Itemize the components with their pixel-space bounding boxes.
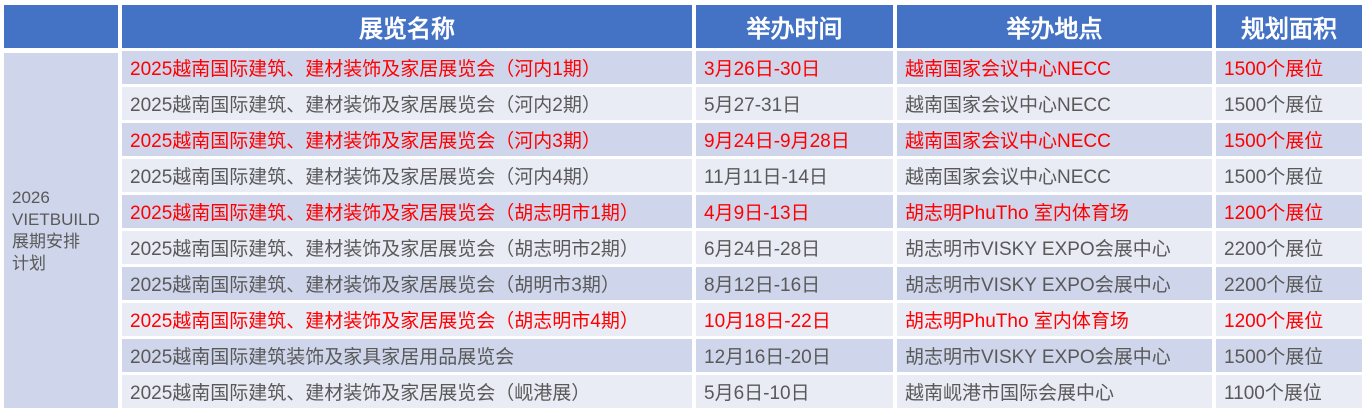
- area-cell: 1200个展位: [1216, 303, 1362, 336]
- exhibition-name-cell: 2025越南国际建筑、建材装饰及家居展览会（河内3期）: [122, 123, 692, 156]
- area-cell: 1100个展位: [1216, 375, 1362, 408]
- exhibition-name-cell: 2025越南国际建筑、建材装饰及家居展览会（河内2期）: [122, 87, 692, 120]
- header-venue: 举办地点: [897, 5, 1212, 48]
- exhibition-name-cell: 2025越南国际建筑、建材装饰及家居展览会（岘港展）: [122, 375, 692, 408]
- area-cell: 1500个展位: [1216, 87, 1362, 120]
- header-area: 规划面积: [1216, 5, 1362, 48]
- venue-cell: 胡志明市VISKY EXPO会展中心: [897, 267, 1212, 300]
- venue-cell: 胡志明PhuTho 室内体育场: [897, 195, 1212, 228]
- header-date: 举办时间: [696, 5, 893, 48]
- side-label-brand: VIETBUILD: [12, 209, 100, 229]
- header-exhibition-name: 展览名称: [122, 5, 692, 48]
- exhibition-name-cell: 2025越南国际建筑、建材装饰及家居展览会（胡明市3期）: [122, 267, 692, 300]
- area-cell: 1200个展位: [1216, 195, 1362, 228]
- side-label-line3: 展期安排: [12, 231, 80, 251]
- venue-cell: 越南国家会议中心NECC: [897, 123, 1212, 156]
- exhibition-name-cell: 2025越南国际建筑、建材装饰及家居展览会（胡志明市2期）: [122, 231, 692, 264]
- date-cell: 8月12日-16日: [696, 267, 893, 300]
- side-label-year: 2026: [12, 187, 50, 207]
- date-cell: 11月11日-14日: [696, 159, 893, 192]
- header-cell-blank: [4, 5, 118, 48]
- exhibition-name-cell: 2025越南国际建筑、建材装饰及家居展览会（河内1期）: [122, 51, 692, 84]
- exhibition-name-cell: 2025越南国际建筑装饰及家具家居用品展览会: [122, 339, 692, 372]
- exhibition-name-cell: 2025越南国际建筑、建材装饰及家居展览会（胡志明市1期）: [122, 195, 692, 228]
- exhibition-name-cell: 2025越南国际建筑、建材装饰及家居展览会（胡志明市4期）: [122, 303, 692, 336]
- area-cell: 1500个展位: [1216, 339, 1362, 372]
- venue-cell: 越南国家会议中心NECC: [897, 51, 1212, 84]
- venue-cell: 越南岘港市国际会展中心: [897, 375, 1212, 408]
- side-label-line4: 计划: [12, 253, 46, 273]
- side-label: 2026 VIETBUILD 展期安排 计划: [4, 53, 118, 408]
- exhibition-name-cell: 2025越南国际建筑、建材装饰及家居展览会（河内4期）: [122, 159, 692, 192]
- date-cell: 12月16日-20日: [696, 339, 893, 372]
- date-cell: 10月18日-22日: [696, 303, 893, 336]
- venue-cell: 胡志明PhuTho 室内体育场: [897, 303, 1212, 336]
- date-cell: 6月24日-28日: [696, 231, 893, 264]
- date-cell: 9月24日-9月28日: [696, 123, 893, 156]
- venue-cell: 胡志明市VISKY EXPO会展中心: [897, 231, 1212, 264]
- venue-cell: 越南国家会议中心NECC: [897, 159, 1212, 192]
- venue-cell: 越南国家会议中心NECC: [897, 87, 1212, 120]
- date-cell: 3月26日-30日: [696, 51, 893, 84]
- area-cell: 1500个展位: [1216, 159, 1362, 192]
- date-cell: 5月27-31日: [696, 87, 893, 120]
- area-cell: 1500个展位: [1216, 51, 1362, 84]
- exhibition-schedule-table: 展览名称 举办时间 举办地点 规划面积 2026 VIETBUILD 展期安排 …: [4, 5, 1362, 408]
- area-cell: 2200个展位: [1216, 267, 1362, 300]
- date-cell: 4月9日-13日: [696, 195, 893, 228]
- area-cell: 2200个展位: [1216, 231, 1362, 264]
- date-cell: 5月6日-10日: [696, 375, 893, 408]
- venue-cell: 胡志明市VISKY EXPO会展中心: [897, 339, 1212, 372]
- area-cell: 1500个展位: [1216, 123, 1362, 156]
